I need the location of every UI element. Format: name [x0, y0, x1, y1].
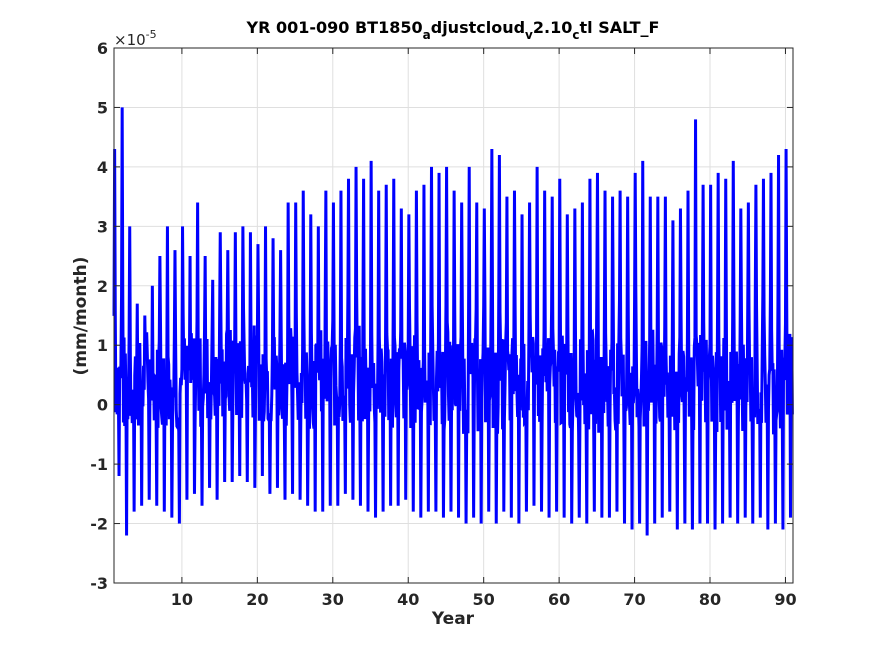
x-tick-label: 50: [473, 590, 495, 609]
y-tick-labels: -3 -2 -1 0 1 2 3 4 5 6: [90, 39, 108, 593]
y-tick-label: -1: [90, 455, 108, 474]
y-tick-label: 0: [97, 396, 108, 415]
x-tick-label: 40: [397, 590, 419, 609]
x-tick-labels: 10 20 30 40 50 60 70 80 90: [171, 590, 797, 609]
y-tick-label: 5: [97, 98, 108, 117]
y-tick-label: 3: [97, 217, 108, 236]
y-axis-label: (mm/month): [71, 257, 91, 376]
x-axis-label: Year: [431, 609, 475, 629]
chart-title: YR 001-090 BT1850adjustcloudv2.10ctl SAL…: [246, 18, 660, 42]
x-tick-label: 80: [699, 590, 721, 609]
y-tick-label: 2: [97, 277, 108, 296]
y-multiplier: ×10-5: [114, 28, 157, 49]
plot-frame: [113, 47, 794, 584]
x-tick-label: 90: [774, 590, 796, 609]
x-tick-label: 30: [322, 590, 344, 609]
x-tick-label: 10: [171, 590, 193, 609]
y-tick-label: 6: [97, 39, 108, 58]
y-tick-label: 4: [97, 158, 108, 177]
y-tick-label: 1: [97, 336, 108, 355]
series-line: [112, 107, 794, 536]
y-tick-label: -3: [90, 574, 108, 593]
x-tick-label: 60: [548, 590, 570, 609]
tick-marks: [114, 47, 793, 584]
x-tick-label: 20: [246, 590, 268, 609]
data-layer: [112, 107, 794, 536]
y-tick-label: -2: [90, 515, 108, 534]
x-tick-label: 70: [623, 590, 645, 609]
